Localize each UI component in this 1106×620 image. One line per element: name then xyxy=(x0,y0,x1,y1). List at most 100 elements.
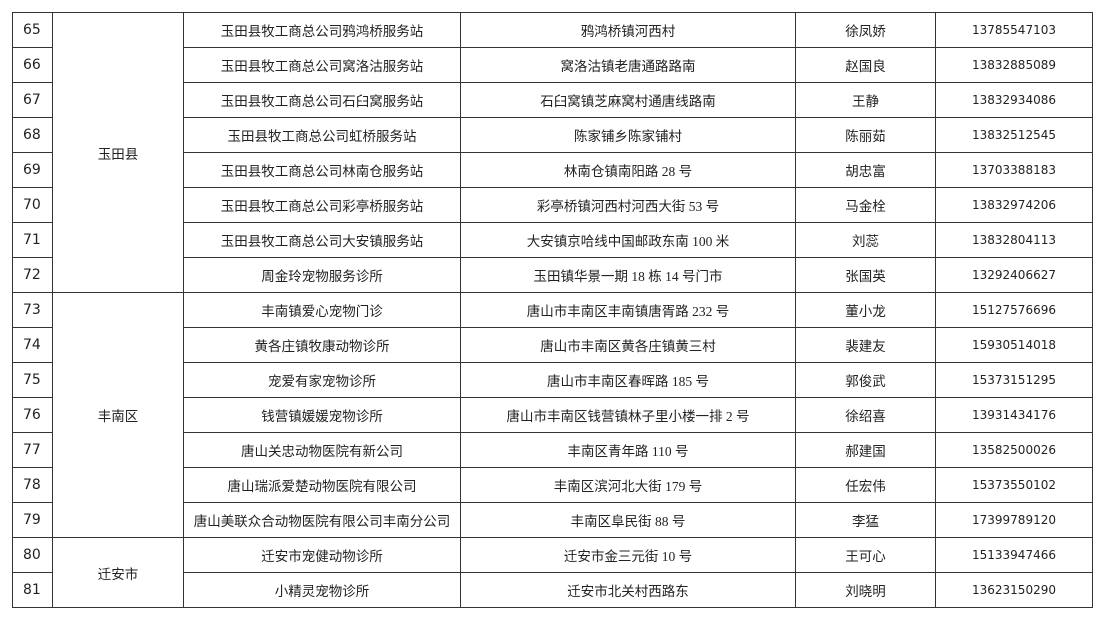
contact-person: 董小龙 xyxy=(795,292,936,328)
table-row: 65 玉田县 玉田县牧工商总公司鸦鸿桥服务站 鸦鸿桥镇河西村 徐凤娇 1378554710… xyxy=(12,12,1093,293)
clinic-name: 玉田县牧工商总公司林南仓服务站 xyxy=(183,152,461,188)
clinic-name: 黄各庄镇牧康动物诊所 xyxy=(183,327,461,363)
address: 唐山市丰南区丰南镇唐胥路 232 号 xyxy=(460,292,796,328)
address: 鸦鸿桥镇河西村 xyxy=(460,12,796,48)
phone: 15127576696 xyxy=(935,292,1093,328)
address: 丰南区阜民街 88 号 xyxy=(460,502,796,538)
table-row: 67 玉田县牧工商总公司石臼窝服务站 石臼窝镇芝麻窝村通唐线路南 王静 13832934… xyxy=(12,82,1093,118)
row-number: 72 xyxy=(12,257,53,293)
clinic-name: 玉田县牧工商总公司虹桥服务站 xyxy=(183,117,461,153)
contact-person: 赵国良 xyxy=(795,47,936,83)
phone: 15373550102 xyxy=(935,467,1093,503)
address: 彩亭桥镇河西村河西大街 53 号 xyxy=(460,187,796,223)
address: 丰南区滨河北大街 179 号 xyxy=(460,467,796,503)
clinic-name: 玉田县牧工商总公司彩亭桥服务站 xyxy=(183,187,461,223)
address: 唐山市丰南区钱营镇林子里小楼一排 2 号 xyxy=(460,397,796,433)
contact-person: 王可心 xyxy=(795,537,936,573)
data-table: 65 玉田县 玉田县牧工商总公司鸦鸿桥服务站 鸦鸿桥镇河西村 徐凤娇 1378554710… xyxy=(12,12,1093,608)
table-row: 71 玉田县牧工商总公司大安镇服务站 大安镇京哈线中国邮政东南 100 米刘蕊 138… xyxy=(12,222,1093,258)
clinic-name: 唐山美联众合动物医院有限公司丰南分公司 xyxy=(183,502,461,538)
address: 窝洛沽镇老唐通路路南 xyxy=(460,47,796,83)
contact-person: 张国英 xyxy=(795,257,936,293)
clinic-name: 小精灵宠物诊所 xyxy=(183,572,461,608)
address: 丰南区青年路 110 号 xyxy=(460,432,796,468)
row-number: 81 xyxy=(12,572,53,608)
phone: 13832934086 xyxy=(935,82,1093,118)
contact-person: 李猛 xyxy=(795,502,936,538)
phone: 13785547103 xyxy=(935,12,1093,48)
contact-person: 刘蕊 xyxy=(795,222,936,258)
phone: 15930514018 xyxy=(935,327,1093,363)
phone: 13832804113 xyxy=(935,222,1093,258)
phone: 13703388183 xyxy=(935,152,1093,188)
contact-person: 徐绍喜 xyxy=(795,397,936,433)
address: 迁安市北关村西路东 xyxy=(460,572,796,608)
phone: 13931434176 xyxy=(935,397,1093,433)
phone: 15133947466 xyxy=(935,537,1093,573)
row-number: 76 xyxy=(12,397,53,433)
contact-person: 王静 xyxy=(795,82,936,118)
district: 迁安市 xyxy=(52,537,184,608)
clinic-name: 唐山关忠动物医院有新公司 xyxy=(183,432,461,468)
phone: 13832974206 xyxy=(935,187,1093,223)
address: 迁安市金三元街 10 号 xyxy=(460,537,796,573)
clinic-name: 钱营镇媛媛宠物诊所 xyxy=(183,397,461,433)
clinic-name: 迁安市宠健动物诊所 xyxy=(183,537,461,573)
row-number: 73 xyxy=(12,292,53,328)
table-row: 66 玉田县牧工商总公司窝洛沽服务站 窝洛沽镇老唐通路路南 赵国良 1383288508… xyxy=(12,47,1093,83)
table-body: 65 玉田县 玉田县牧工商总公司鸦鸿桥服务站 鸦鸿桥镇河西村 徐凤娇 1378554710… xyxy=(12,12,1093,608)
clinic-name: 宠爱有家宠物诊所 xyxy=(183,362,461,398)
contact-person: 郭俊武 xyxy=(795,362,936,398)
phone: 13582500026 xyxy=(935,432,1093,468)
row-number: 71 xyxy=(12,222,53,258)
table-row: 76 钱营镇媛媛宠物诊所 唐山市丰南区钱营镇林子里小楼一排 2 号徐绍喜 139314… xyxy=(12,397,1093,433)
table-row: 77 唐山关忠动物医院有新公司 丰南区青年路 110 号郝建国 13582500026 xyxy=(12,432,1093,468)
contact-person: 郝建国 xyxy=(795,432,936,468)
phone: 13292406627 xyxy=(935,257,1093,293)
row-number: 77 xyxy=(12,432,53,468)
district: 玉田县 xyxy=(52,12,184,293)
row-number: 75 xyxy=(12,362,53,398)
contact-person: 马金栓 xyxy=(795,187,936,223)
row-number: 68 xyxy=(12,117,53,153)
row-number: 69 xyxy=(12,152,53,188)
table-row: 70 玉田县牧工商总公司彩亭桥服务站 彩亭桥镇河西村河西大街 53 号马金栓 1383… xyxy=(12,187,1093,223)
address: 林南仓镇南阳路 28 号 xyxy=(460,152,796,188)
address: 石臼窝镇芝麻窝村通唐线路南 xyxy=(460,82,796,118)
phone: 15373151295 xyxy=(935,362,1093,398)
row-number: 80 xyxy=(12,537,53,573)
row-number: 78 xyxy=(12,467,53,503)
row-number: 66 xyxy=(12,47,53,83)
table-row: 81 小精灵宠物诊所 迁安市北关村西路东 刘晓明 13623150290 xyxy=(12,572,1093,608)
row-number: 74 xyxy=(12,327,53,363)
table-row: 73 丰南区 丰南镇爱心宠物门诊 唐山市丰南区丰南镇唐胥路 232 号董小龙 15127… xyxy=(12,292,1093,538)
clinic-name: 唐山瑞派爱楚动物医院有限公司 xyxy=(183,467,461,503)
clinic-name: 玉田县牧工商总公司石臼窝服务站 xyxy=(183,82,461,118)
contact-person: 胡忠富 xyxy=(795,152,936,188)
contact-person: 徐凤娇 xyxy=(795,12,936,48)
clinic-name: 周金玲宠物服务诊所 xyxy=(183,257,461,293)
row-number: 79 xyxy=(12,502,53,538)
phone: 13832512545 xyxy=(935,117,1093,153)
phone: 13832885089 xyxy=(935,47,1093,83)
address: 玉田镇华景一期 18 栋 14 号门市 xyxy=(460,257,796,293)
table-row: 69 玉田县牧工商总公司林南仓服务站 林南仓镇南阳路 28 号胡忠富 13703388… xyxy=(12,152,1093,188)
address: 陈家铺乡陈家铺村 xyxy=(460,117,796,153)
clinic-name: 玉田县牧工商总公司窝洛沽服务站 xyxy=(183,47,461,83)
row-number: 65 xyxy=(12,12,53,48)
contact-person: 任宏伟 xyxy=(795,467,936,503)
phone: 17399789120 xyxy=(935,502,1093,538)
clinic-name: 丰南镇爱心宠物门诊 xyxy=(183,292,461,328)
address: 唐山市丰南区春晖路 185 号 xyxy=(460,362,796,398)
address: 唐山市丰南区黄各庄镇黄三村 xyxy=(460,327,796,363)
row-number: 70 xyxy=(12,187,53,223)
row-number: 67 xyxy=(12,82,53,118)
district: 丰南区 xyxy=(52,292,184,538)
table-row: 80 迁安市 迁安市宠健动物诊所 迁安市金三元街 10 号王可心 15133947466 xyxy=(12,537,1093,608)
table-row: 68 玉田县牧工商总公司虹桥服务站 陈家铺乡陈家铺村 陈丽茹 13832512545 xyxy=(12,117,1093,153)
contact-person: 裴建友 xyxy=(795,327,936,363)
clinic-name: 玉田县牧工商总公司鸦鸿桥服务站 xyxy=(183,12,461,48)
clinic-name: 玉田县牧工商总公司大安镇服务站 xyxy=(183,222,461,258)
phone: 13623150290 xyxy=(935,572,1093,608)
